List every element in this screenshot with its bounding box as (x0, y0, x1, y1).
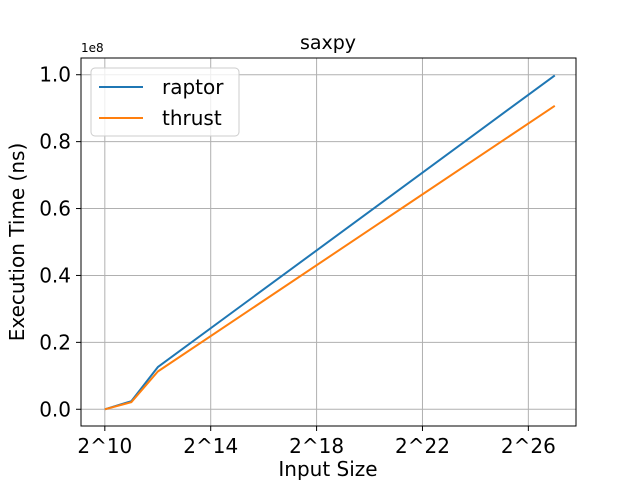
chart-title: saxpy (300, 32, 356, 54)
legend-label-raptor: raptor (162, 75, 224, 99)
x-tick-label: 2^26 (501, 434, 556, 458)
x-tick-label: 2^10 (77, 434, 132, 458)
axis-ticks: 2^10 2^14 2^18 2^22 2^26 0.0 0.2 0.4 0.6 0.8 1.0 (39, 63, 556, 458)
y-tick-label: 0.2 (39, 330, 71, 354)
y-tick-label: 0.6 (39, 197, 71, 221)
legend-label-thrust: thrust (162, 106, 222, 130)
y-tick-label: 1.0 (39, 63, 71, 87)
y-tick-label: 0.4 (39, 263, 71, 287)
y-offset-label: 1e8 (81, 41, 104, 55)
series-line-thrust (104, 104, 556, 411)
series-lines (104, 74, 556, 411)
x-tick-label: 2^18 (289, 434, 344, 458)
legend: raptor thrust (90, 67, 240, 137)
y-tick-label: 0.8 (39, 130, 71, 154)
x-axis-label: Input Size (278, 457, 377, 480)
x-tick-label: 2^14 (183, 434, 238, 458)
plot-frame (80, 57, 577, 427)
y-tick-label: 0.0 (39, 397, 71, 421)
x-tick-label: 2^22 (395, 434, 450, 458)
y-axis-label: Execution Time (ns) (5, 143, 29, 342)
